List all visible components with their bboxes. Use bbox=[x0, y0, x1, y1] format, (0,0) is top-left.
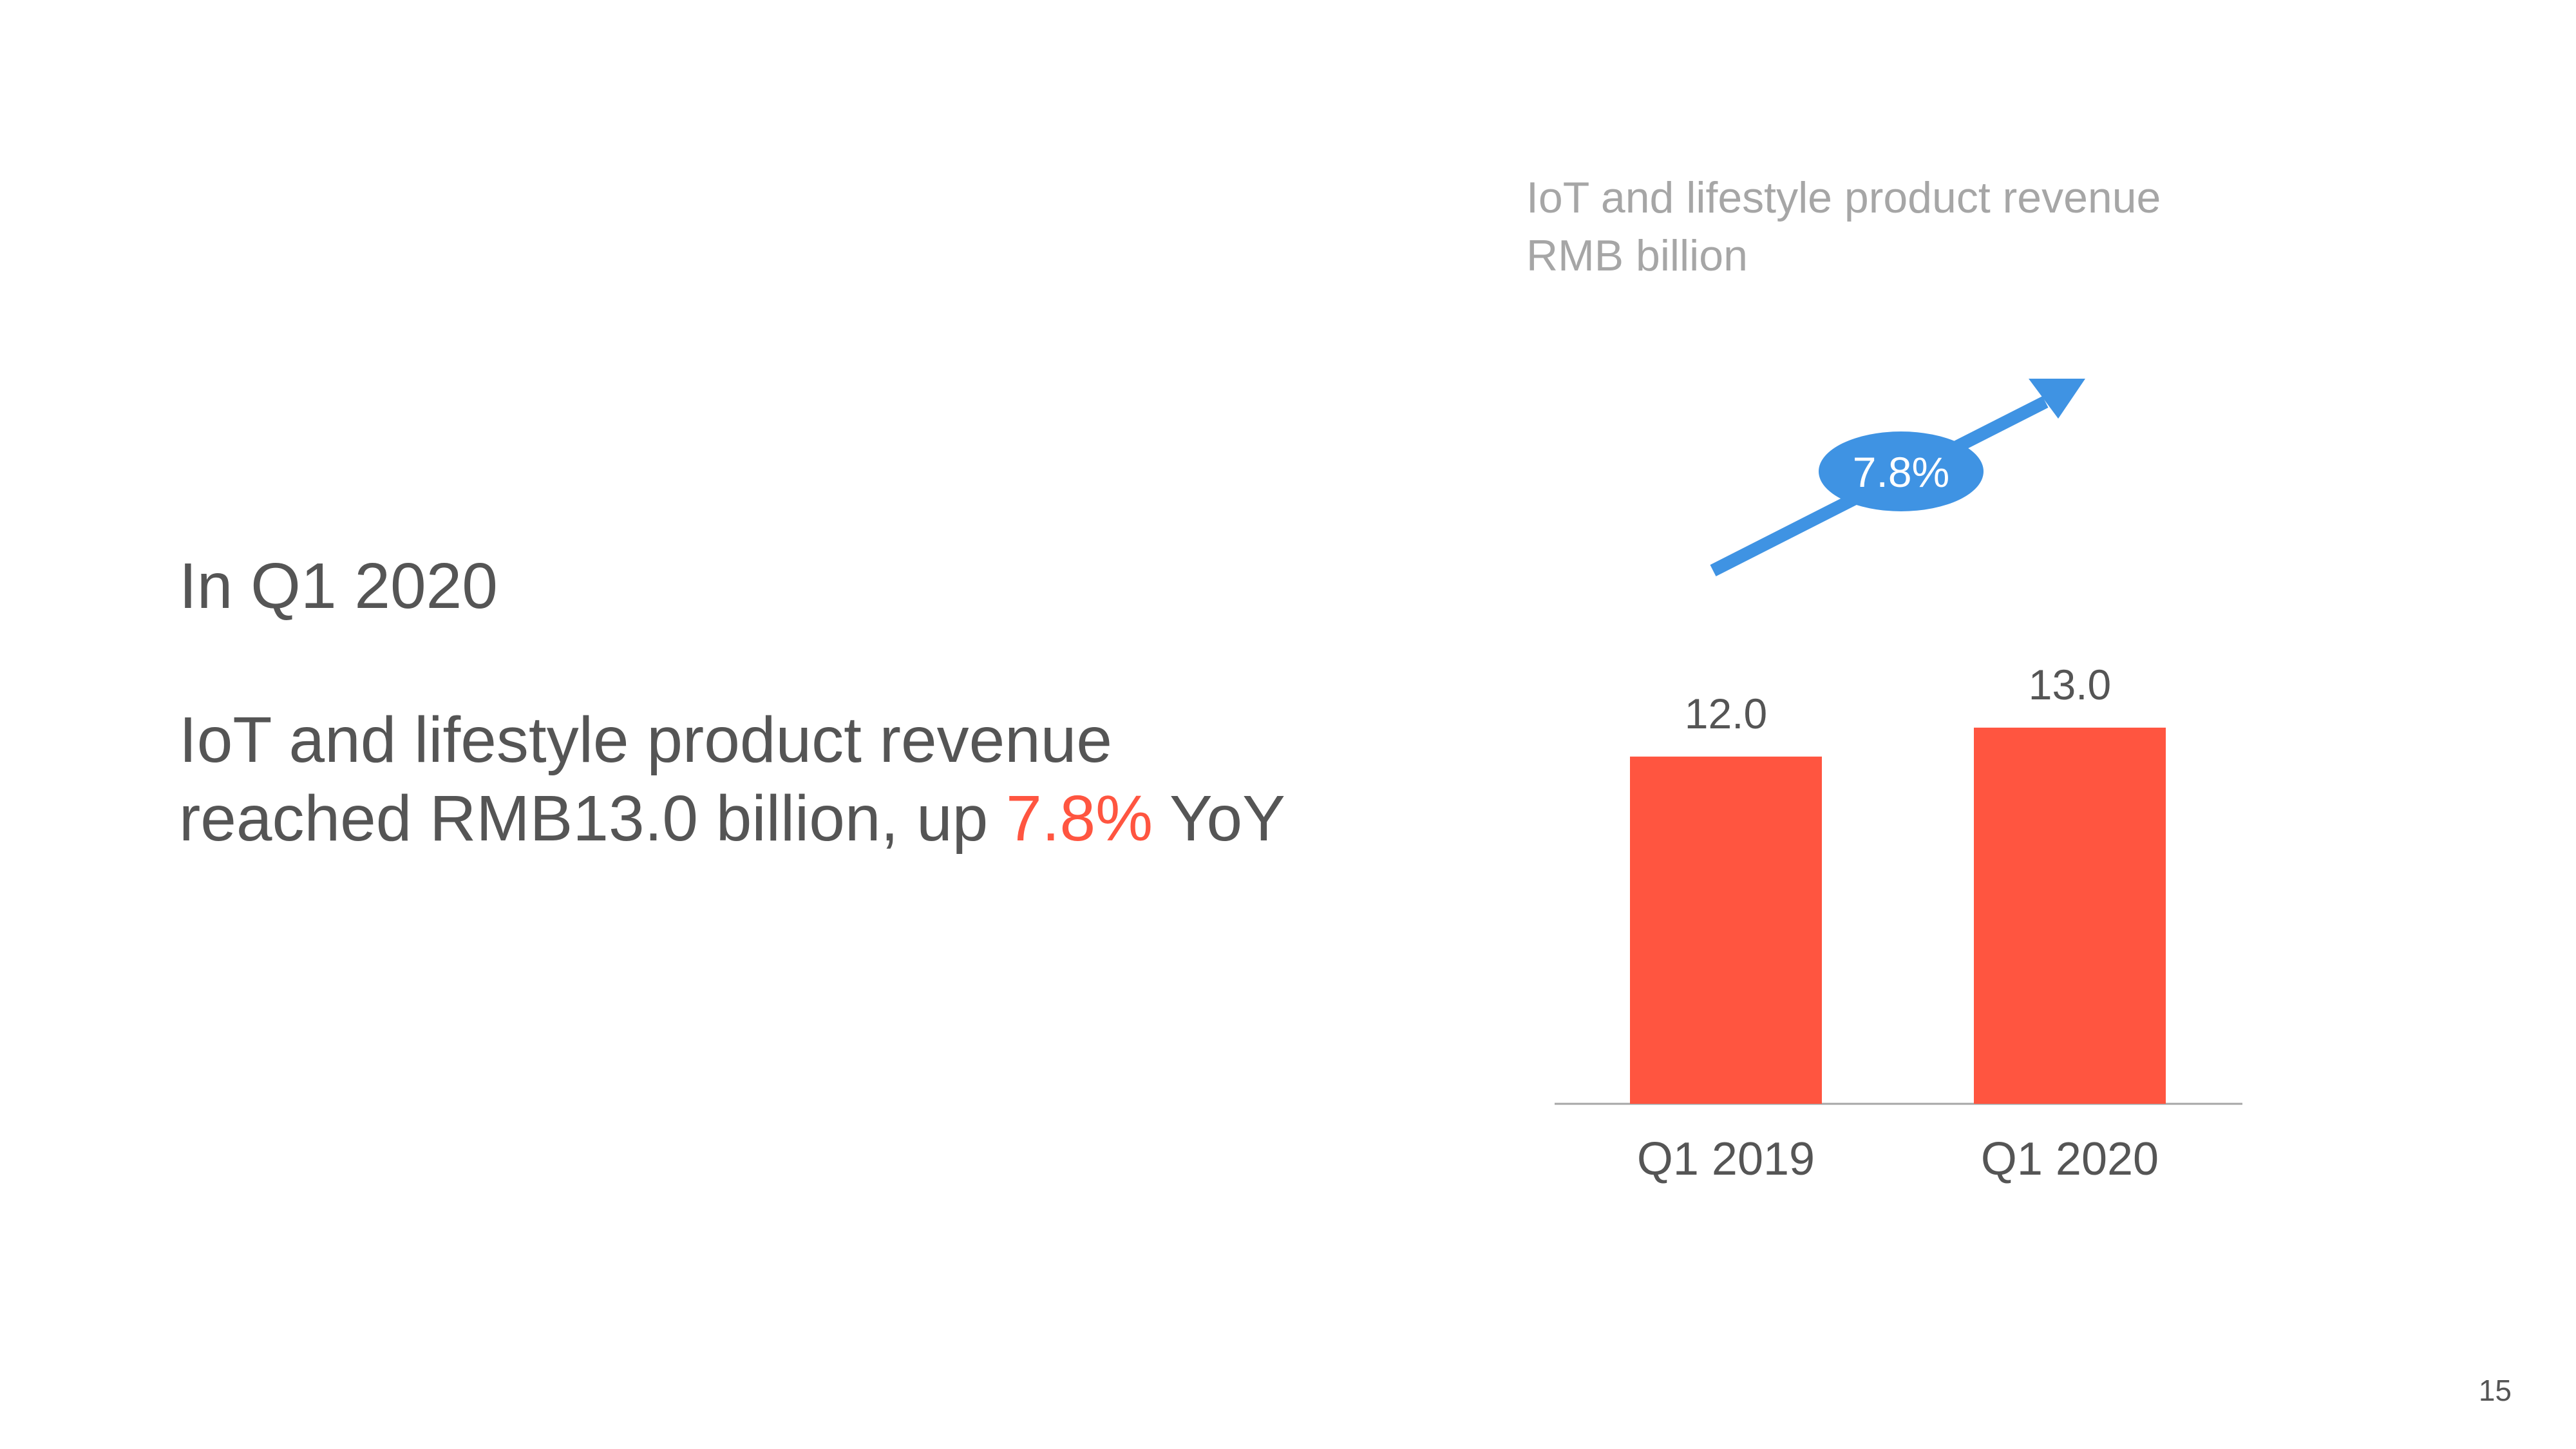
data-label-2: 13.0 bbox=[2029, 661, 2111, 708]
bar-1 bbox=[1630, 756, 1822, 1104]
growth-arrow-head bbox=[2029, 379, 2085, 419]
bar-2 bbox=[1974, 727, 2166, 1104]
statement-suffix: YoY bbox=[1153, 782, 1285, 855]
statement-line-1: IoT and lifestyle product revenue bbox=[179, 704, 1113, 776]
slide-heading: In Q1 2020 bbox=[179, 550, 498, 622]
page-number: 15 bbox=[2478, 1374, 2512, 1407]
data-label-1: 12.0 bbox=[1685, 690, 1767, 737]
chart-title: IoT and lifestyle product revenue bbox=[1526, 173, 2161, 222]
summary-statement: IoT and lifestyle product revenue reache… bbox=[179, 701, 1596, 858]
x-tick-label-2: Q1 2020 bbox=[1981, 1133, 2159, 1185]
statement-line-2: reached RMB13.0 billion, up 7.8% YoY bbox=[179, 779, 1596, 858]
chart-title-block: IoT and lifestyle product revenue RMB bi… bbox=[1526, 169, 2363, 285]
chart-unit-label: RMB billion bbox=[1526, 231, 1748, 280]
growth-highlight: 7.8% bbox=[1006, 782, 1153, 855]
growth-badge-label: 7.8% bbox=[1853, 448, 1949, 496]
statement-prefix: reached RMB13.0 billion, up bbox=[179, 782, 1007, 855]
x-tick-label-1: Q1 2019 bbox=[1637, 1133, 1815, 1185]
growth-badge bbox=[1819, 431, 1984, 511]
